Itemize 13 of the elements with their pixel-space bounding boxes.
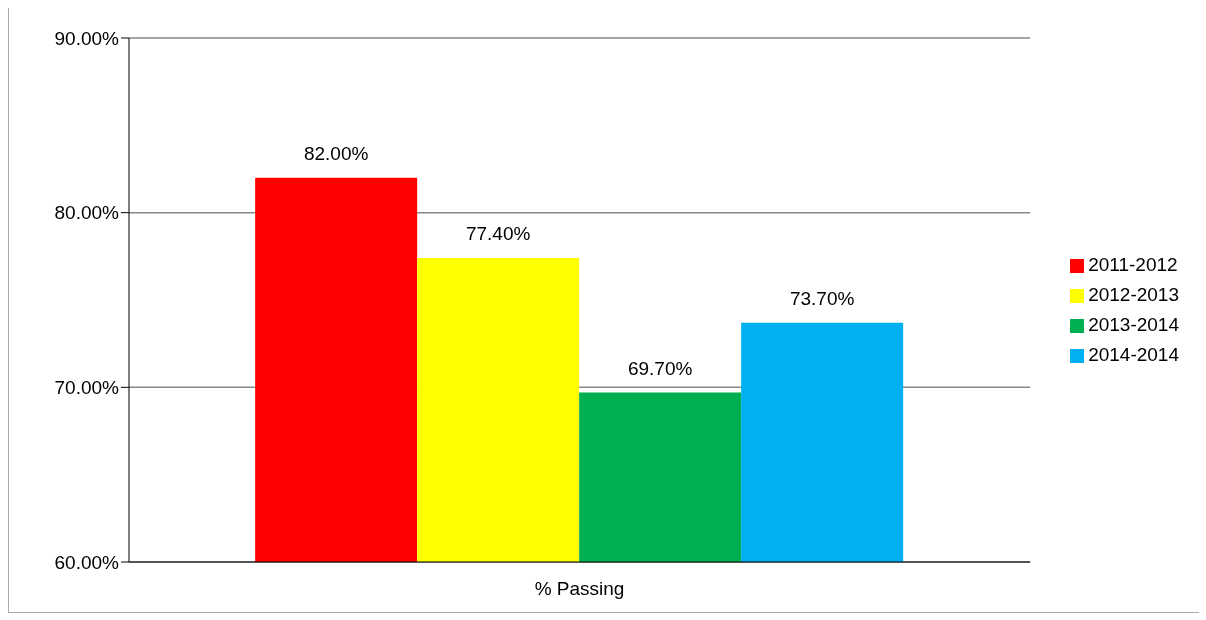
y-tick-label: 60.00% bbox=[54, 551, 120, 573]
data-label: 77.40% bbox=[465, 223, 531, 245]
y-tick-label: 70.00% bbox=[54, 377, 120, 399]
legend-label: 2012-2013 bbox=[1088, 284, 1179, 305]
x-tick-label: % Passing bbox=[534, 578, 625, 600]
legend-label: 2011-2012 bbox=[1088, 254, 1178, 275]
data-label: 82.00% bbox=[303, 142, 369, 164]
data-label: 69.70% bbox=[627, 357, 693, 379]
data-label: 73.70% bbox=[789, 287, 855, 309]
legend-label: 2014-2014 bbox=[1088, 344, 1179, 365]
legend-label: 2013-2014 bbox=[1088, 314, 1179, 335]
y-tick-label: 80.00% bbox=[54, 202, 120, 224]
y-tick-label: 90.00% bbox=[54, 27, 120, 49]
